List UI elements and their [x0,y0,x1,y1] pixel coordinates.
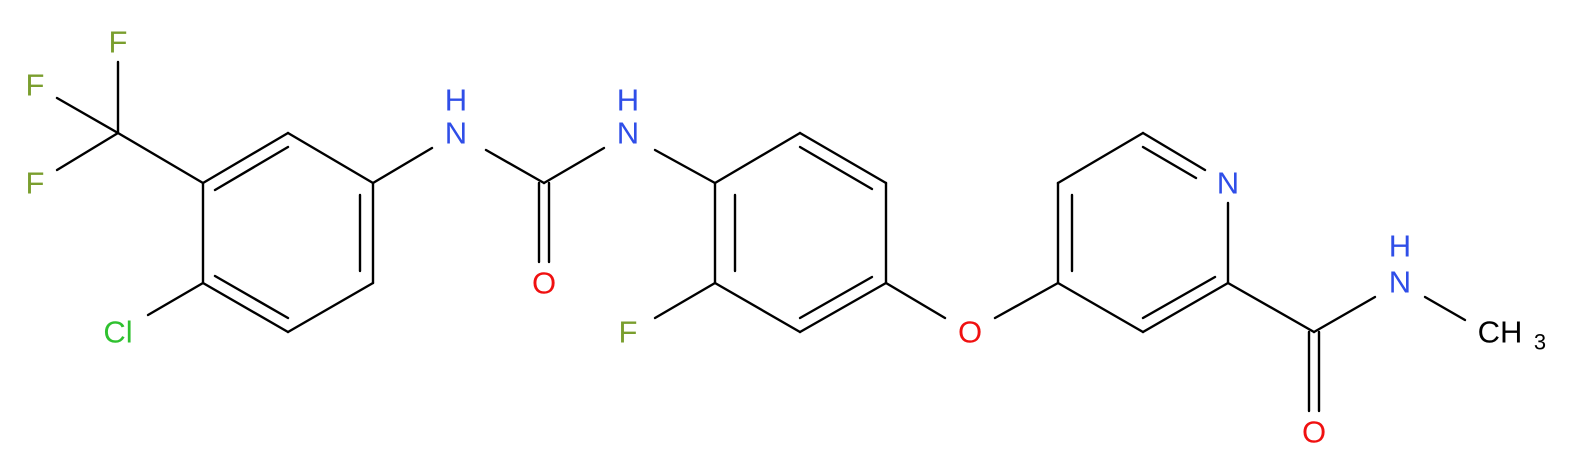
atom-labels: F F F Cl N H N H O F O N N H CH 3 O [26,25,1547,450]
bonds [55,60,1467,413]
atom-label: F [26,68,45,103]
atom-label: F [619,315,638,350]
atom-label: N [445,116,467,151]
atom-label: F [26,166,45,201]
atom-hydrogen: H [617,83,639,118]
atom-hydrogen: H [1389,229,1411,264]
atom-label: O [958,315,982,350]
atom-label: N [617,116,639,151]
atom-label: O [532,266,556,301]
atom-subscript: 3 [1534,330,1546,355]
atom-label: N [1389,265,1411,300]
atom-label: O [1302,415,1326,450]
atom-label: N [1217,166,1239,201]
atom-label: F [109,25,128,60]
atom-hydrogen: H [445,83,467,118]
atom-label: Cl [103,315,132,350]
atom-label: CH [1478,315,1523,350]
